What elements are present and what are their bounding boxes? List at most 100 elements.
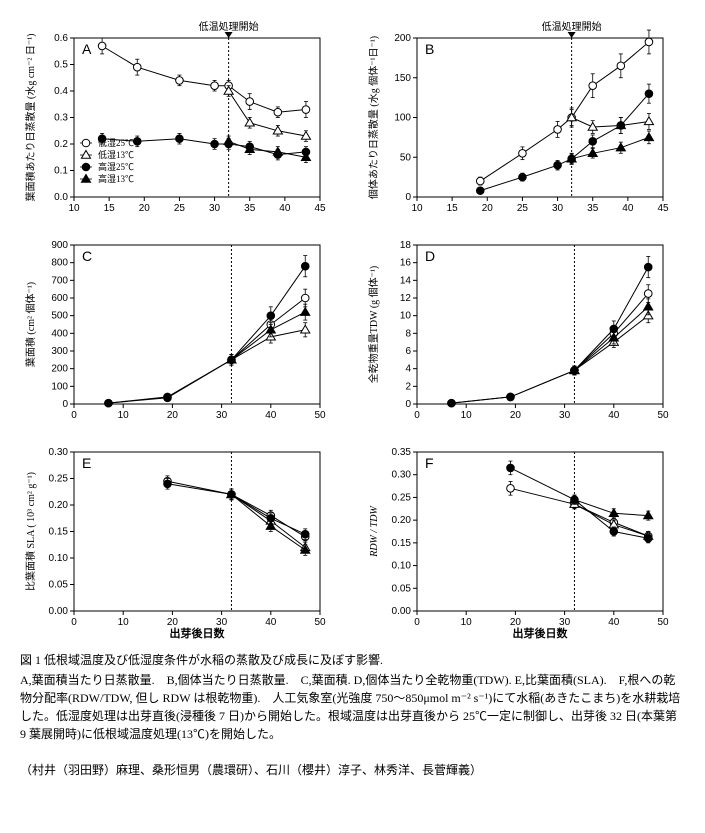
svg-text:0.00: 0.00: [391, 606, 411, 617]
svg-text:0.6: 0.6: [54, 33, 68, 44]
svg-text:40: 40: [265, 410, 277, 421]
svg-text:15: 15: [104, 203, 116, 214]
svg-text:0: 0: [405, 399, 411, 410]
svg-text:0.15: 0.15: [391, 538, 411, 549]
svg-text:葉面積 (cm² 個体⁻¹): 葉面積 (cm² 個体⁻¹): [24, 282, 37, 367]
svg-text:0.4: 0.4: [54, 86, 68, 97]
svg-text:10: 10: [399, 311, 411, 322]
svg-text:30: 30: [209, 203, 221, 214]
svg-text:10: 10: [118, 617, 130, 628]
svg-text:10: 10: [460, 617, 472, 628]
svg-text:35: 35: [587, 203, 599, 214]
svg-text:20: 20: [167, 617, 179, 628]
panel-E: 010203040500.000.050.100.150.200.250.30E…: [20, 434, 343, 639]
svg-text:低湿13℃: 低湿13℃: [98, 149, 134, 160]
svg-text:18: 18: [399, 240, 411, 251]
svg-text:150: 150: [394, 73, 411, 84]
svg-text:10: 10: [411, 203, 423, 214]
svg-text:30: 30: [216, 410, 228, 421]
caption-title: 図 1 低根域温度及び低湿度条件が水稲の蒸散及び成長に及ぼす影響.: [20, 651, 685, 669]
svg-text:0.5: 0.5: [54, 60, 68, 71]
svg-text:高湿13℃: 高湿13℃: [98, 173, 134, 184]
svg-text:50: 50: [657, 617, 669, 628]
svg-text:15: 15: [446, 203, 458, 214]
svg-text:2: 2: [405, 381, 411, 392]
svg-text:40: 40: [622, 203, 634, 214]
caption-body: A,葉面積当たり日蒸散量. B,個体当たり日蒸散量. C,葉面積. D,個体当た…: [20, 671, 685, 743]
svg-text:40: 40: [608, 617, 620, 628]
svg-text:0.3: 0.3: [54, 113, 68, 124]
svg-text:800: 800: [51, 258, 68, 269]
svg-text:30: 30: [552, 203, 564, 214]
svg-text:0: 0: [62, 399, 68, 410]
svg-text:葉面積あたり日蒸散量 (水g cm⁻² 日⁻¹): 葉面積あたり日蒸散量 (水g cm⁻² 日⁻¹): [24, 34, 37, 202]
svg-text:25: 25: [174, 203, 186, 214]
svg-text:0: 0: [414, 617, 420, 628]
svg-text:16: 16: [399, 258, 411, 269]
figure-caption: 図 1 低根域温度及び低湿度条件が水稲の蒸散及び成長に及ぼす影響. A,葉面積当…: [20, 651, 685, 743]
svg-text:25: 25: [516, 203, 528, 214]
svg-text:E: E: [82, 455, 91, 471]
svg-text:20: 20: [139, 203, 151, 214]
svg-text:20: 20: [509, 410, 521, 421]
svg-text:900: 900: [51, 240, 68, 251]
svg-text:出芽後日数: 出芽後日数: [512, 626, 568, 640]
svg-text:10: 10: [68, 203, 80, 214]
svg-text:200: 200: [394, 33, 411, 44]
svg-text:0.15: 0.15: [49, 527, 69, 538]
svg-text:0.20: 0.20: [49, 500, 69, 511]
svg-text:高湿25℃: 高湿25℃: [98, 161, 134, 172]
panel-D: 01020304050024681012141618D全乾物重量TDW (g 個…: [363, 227, 686, 432]
svg-text:0.30: 0.30: [391, 470, 411, 481]
svg-text:0.0: 0.0: [54, 192, 68, 203]
svg-text:0: 0: [71, 617, 77, 628]
svg-text:40: 40: [265, 617, 277, 628]
svg-text:D: D: [425, 248, 435, 264]
svg-text:0.25: 0.25: [391, 492, 411, 503]
svg-text:0.1: 0.1: [54, 166, 68, 177]
svg-text:300: 300: [51, 346, 68, 357]
svg-text:RDW / TDW: RDW / TDW: [369, 505, 380, 558]
svg-text:C: C: [82, 248, 92, 264]
svg-text:100: 100: [394, 113, 411, 124]
panel-A: 10152025303540450.00.10.20.30.40.50.6低温処…: [20, 20, 343, 225]
svg-text:45: 45: [314, 203, 326, 214]
svg-text:0.10: 0.10: [391, 561, 411, 572]
svg-text:50: 50: [314, 410, 326, 421]
svg-text:12: 12: [399, 293, 411, 304]
svg-text:0.35: 0.35: [391, 447, 411, 458]
svg-text:30: 30: [216, 617, 228, 628]
figure-grid: 10152025303540450.00.10.20.30.40.50.6低温処…: [20, 20, 685, 639]
svg-text:600: 600: [51, 293, 68, 304]
svg-text:50: 50: [314, 617, 326, 628]
svg-text:4: 4: [405, 364, 411, 375]
svg-text:40: 40: [608, 410, 620, 421]
svg-text:500: 500: [51, 311, 68, 322]
svg-text:200: 200: [51, 364, 68, 375]
svg-text:50: 50: [657, 410, 669, 421]
svg-text:700: 700: [51, 275, 68, 286]
svg-text:0.00: 0.00: [49, 606, 69, 617]
svg-text:30: 30: [559, 410, 571, 421]
svg-text:0: 0: [405, 192, 411, 203]
svg-text:35: 35: [244, 203, 256, 214]
panel-B: 1015202530354045050100150200低温処理開始B個体あたり…: [363, 20, 686, 225]
svg-text:45: 45: [657, 203, 669, 214]
svg-text:0: 0: [71, 410, 77, 421]
svg-text:400: 400: [51, 328, 68, 339]
authors-line: （村井（羽田野）麻理、桑形恒男（農環研）、石川（櫻井）淳子、林秀洋、長菅輝義）: [20, 761, 685, 778]
svg-text:50: 50: [399, 152, 411, 163]
svg-text:20: 20: [167, 410, 179, 421]
svg-text:0: 0: [414, 410, 420, 421]
svg-text:20: 20: [481, 203, 493, 214]
svg-text:0.2: 0.2: [54, 139, 68, 150]
svg-text:比葉面積 SLA ( 10³ cm² g⁻¹): 比葉面積 SLA ( 10³ cm² g⁻¹): [24, 472, 37, 591]
svg-text:10: 10: [460, 410, 472, 421]
svg-text:0.20: 0.20: [391, 515, 411, 526]
panel-C: 010203040500100200300400500600700800900C…: [20, 227, 343, 432]
svg-text:低湿25℃: 低湿25℃: [98, 137, 134, 148]
svg-text:B: B: [425, 41, 434, 57]
svg-text:出芽後日数: 出芽後日数: [170, 626, 226, 640]
svg-text:0.30: 0.30: [49, 447, 69, 458]
svg-text:20: 20: [509, 617, 521, 628]
